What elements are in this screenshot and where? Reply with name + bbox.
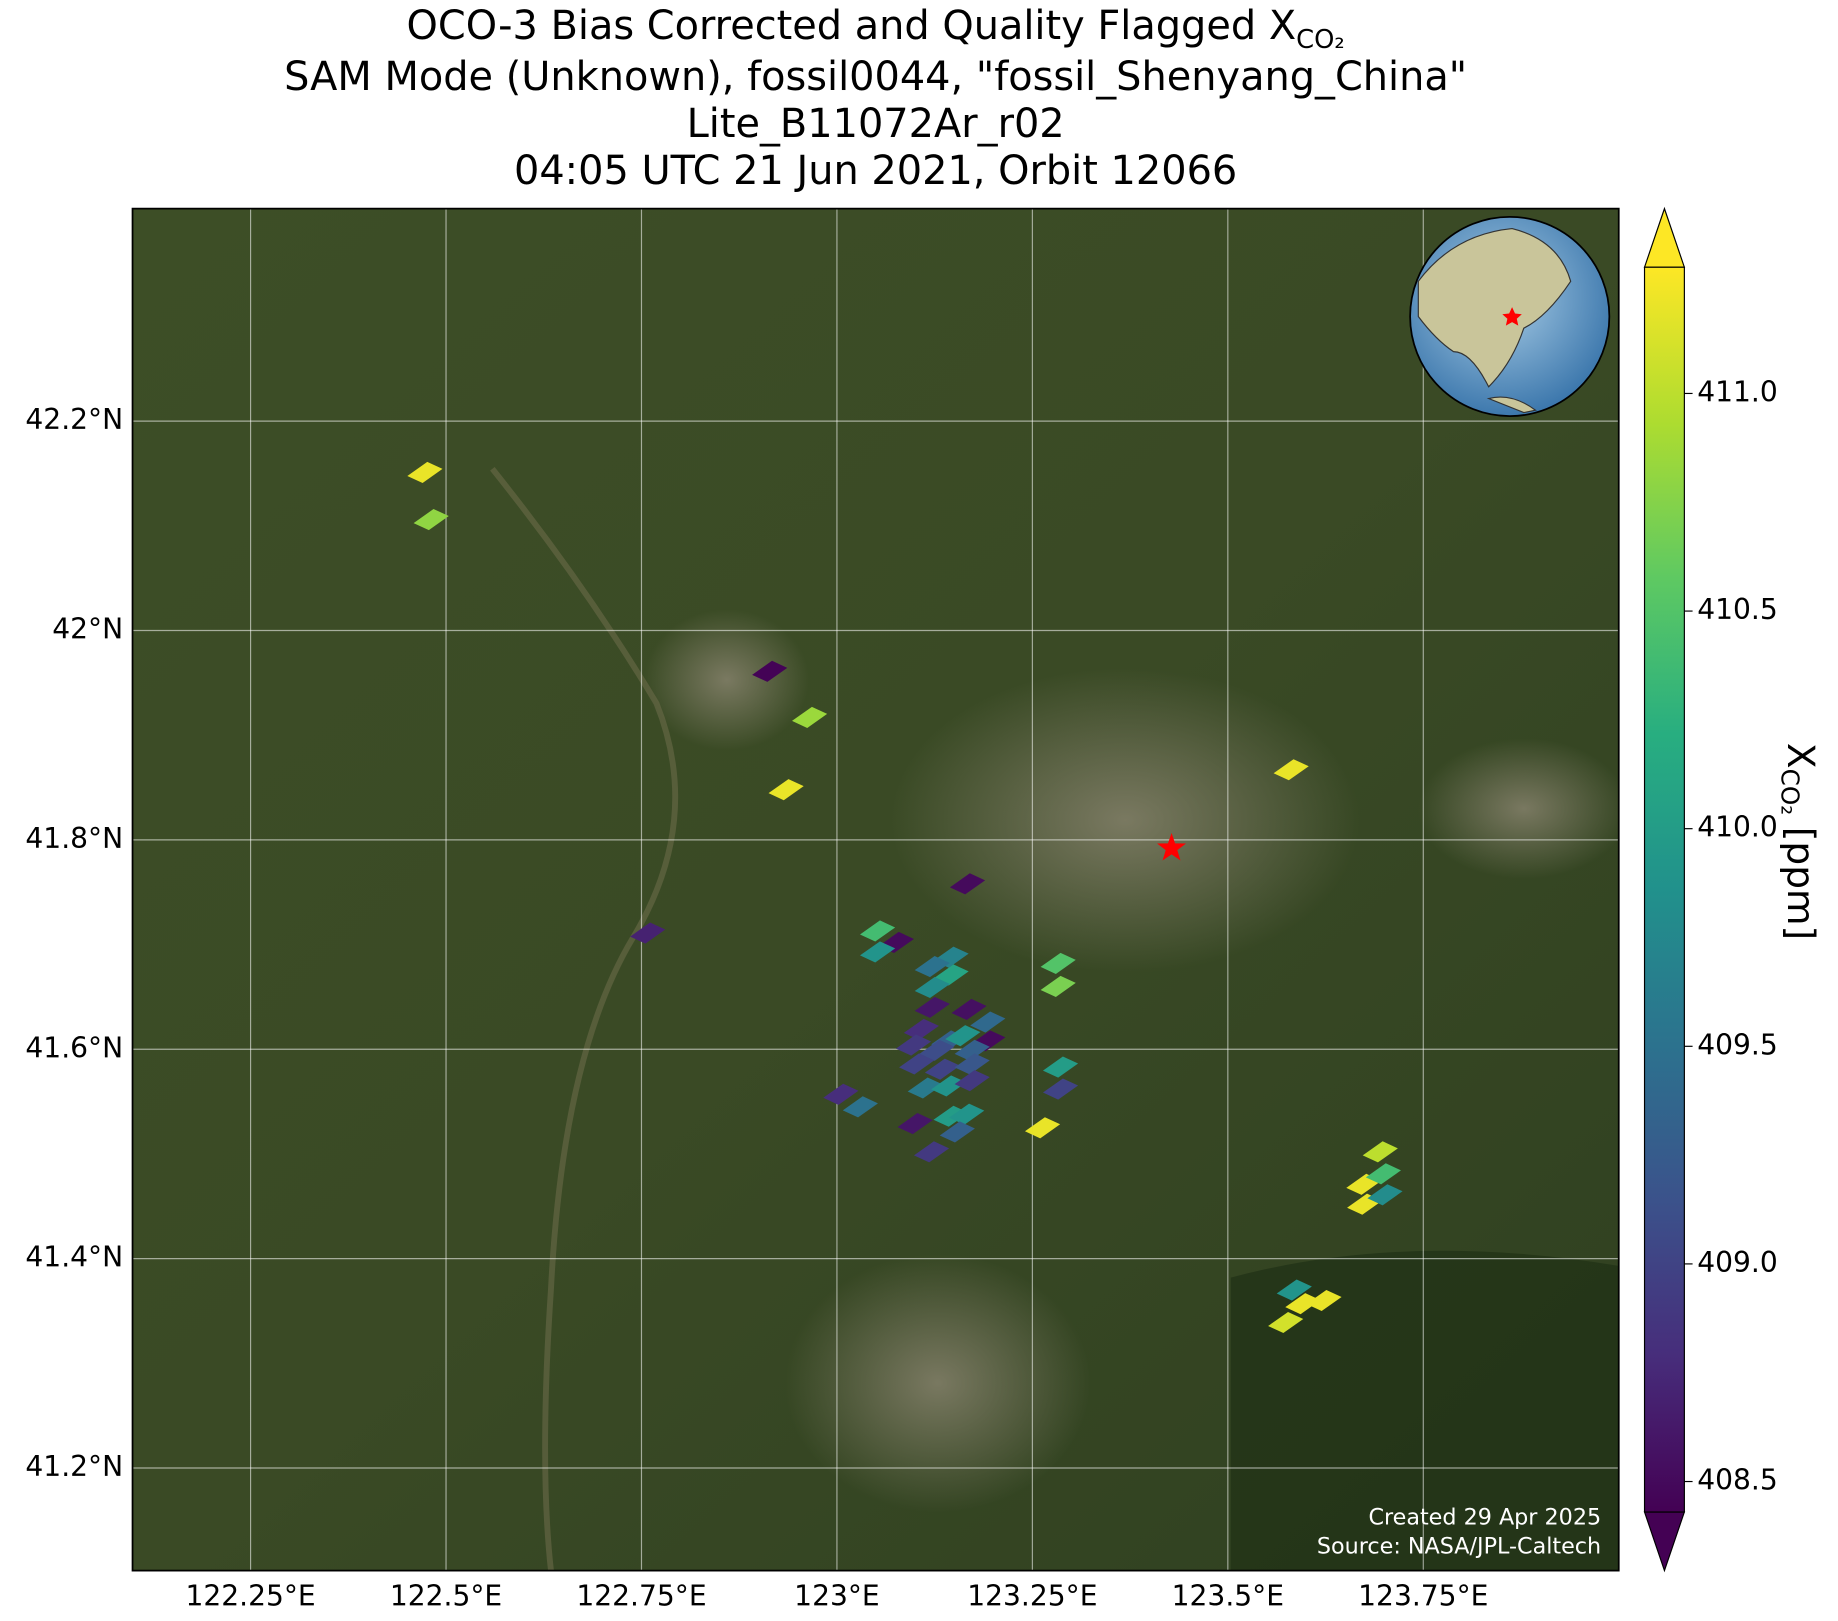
footprint <box>970 1011 1006 1033</box>
footprint <box>1042 1056 1079 1078</box>
river <box>490 467 679 1571</box>
colorbar-tick-label: 411.0 <box>1697 375 1778 408</box>
footprints <box>407 461 1403 1334</box>
footprint <box>1040 952 1076 974</box>
colorbar-label: XCO₂ [ppm] <box>1776 743 1824 940</box>
footprint <box>924 1058 961 1080</box>
footprint <box>951 998 987 1021</box>
x-tick-label: 122.75°E <box>576 1580 706 1613</box>
footprint <box>752 660 788 682</box>
footprint <box>1306 1289 1342 1312</box>
colorbar-gradient <box>1643 266 1685 1513</box>
colorbar-label-text: X <box>1780 743 1824 769</box>
footprint <box>407 461 443 483</box>
basemap <box>132 208 1619 1571</box>
colorbar-tick-label: 410.0 <box>1697 811 1778 844</box>
title-line: Lite_B11072Ar_r02 <box>687 101 1065 147</box>
colorbar-tick-label: 410.5 <box>1697 593 1778 626</box>
footprint <box>1042 1078 1079 1100</box>
footprint <box>949 1103 985 1125</box>
title-line: 04:05 UTC 21 Jun 2021, Orbit 12066 <box>514 148 1237 194</box>
x-tick-label: 123°E <box>794 1580 880 1613</box>
colorbar-tick-label: 409.0 <box>1697 1246 1778 1279</box>
footprint <box>413 509 449 531</box>
y-tick-label: 42°N <box>52 613 123 646</box>
y-tick-label: 42.2°N <box>25 403 123 436</box>
footprint <box>791 706 828 728</box>
colorbar-label-units: [ppm] <box>1780 827 1824 940</box>
y-tick-label: 41.8°N <box>25 822 123 855</box>
globe-target <box>1502 307 1522 326</box>
x-tick-label: 123.5°E <box>1172 1580 1284 1613</box>
footprint <box>919 1039 955 1061</box>
y-tick-label: 41.6°N <box>25 1031 123 1064</box>
footprint <box>1367 1184 1403 1206</box>
footprint <box>954 1039 990 1061</box>
title-text: OCO-3 Bias Corrected and Quality Flagged… <box>407 3 1297 49</box>
footprint <box>914 996 950 1018</box>
footprint <box>768 779 804 801</box>
footprint <box>860 941 896 963</box>
footprint <box>907 1077 943 1099</box>
footprint <box>823 1083 859 1105</box>
city-area <box>1418 738 1619 880</box>
city-area <box>890 668 1360 973</box>
globe-land <box>1486 396 1537 414</box>
title-subscript: CO₂ <box>1296 24 1345 54</box>
footprint <box>933 964 969 986</box>
footprint <box>954 1053 990 1075</box>
footprint <box>1285 1293 1321 1315</box>
footprint <box>842 1096 878 1118</box>
footprint <box>914 976 950 999</box>
colorbar-tick-label: 409.5 <box>1697 1028 1778 1061</box>
footprint <box>1365 1163 1401 1185</box>
footprint <box>630 922 666 944</box>
city-area <box>785 1254 1091 1512</box>
y-tick-label: 41.2°N <box>25 1450 123 1483</box>
footprint <box>1362 1141 1398 1163</box>
footprint <box>1040 975 1076 997</box>
footer-text: Created 29 Apr 2025 <box>1368 1504 1601 1530</box>
footprint <box>931 1075 967 1097</box>
city-area <box>644 609 809 751</box>
x-tick-label: 123.75°E <box>1358 1580 1488 1613</box>
footprint <box>1273 759 1309 781</box>
footprint <box>1276 1279 1312 1301</box>
footprint <box>1268 1311 1304 1334</box>
hills <box>1230 1250 1619 1571</box>
grid <box>132 208 1619 1571</box>
footer-text: Source: NASA/JPL-Caltech <box>1317 1534 1601 1560</box>
globe-inset <box>1409 215 1611 417</box>
footprint <box>1024 1117 1061 1139</box>
footprint <box>949 873 986 895</box>
footprint <box>897 1113 933 1135</box>
target-marker <box>1157 833 1187 861</box>
title-line: OCO-3 Bias Corrected and Quality Flagged… <box>407 3 1345 55</box>
title: OCO-3 Bias Corrected and Quality Flagged… <box>284 3 1467 194</box>
x-tick-label: 123.25°E <box>967 1580 1097 1613</box>
footprint <box>914 956 950 978</box>
footprint <box>903 1018 939 1040</box>
colorbar-label-subscript: CO₂ <box>1776 769 1805 815</box>
footprint <box>954 1070 990 1092</box>
footprint <box>939 1121 975 1143</box>
map-frame <box>131 207 1620 1572</box>
x-tick-label: 122.5°E <box>390 1580 502 1613</box>
footprint <box>895 1034 932 1056</box>
colorbar-extend-top <box>1643 206 1686 268</box>
x-tick-label: 122.25°E <box>185 1580 315 1613</box>
globe-land <box>1417 227 1572 388</box>
colorbar-extend-bottom <box>1643 1511 1686 1573</box>
footprint <box>913 1141 950 1163</box>
colorbar: 411.0 410.5 410.0 409.5 409.0 408.5 <box>1643 206 1778 1573</box>
footprint <box>860 920 896 942</box>
footprint <box>945 1025 981 1047</box>
footprint <box>899 1053 935 1075</box>
colorbar-tick-label: 408.5 <box>1697 1464 1778 1497</box>
title-line: SAM Mode (Unknown), fossil0044, "fossil_… <box>284 54 1467 100</box>
y-tick-label: 41.4°N <box>25 1241 123 1274</box>
